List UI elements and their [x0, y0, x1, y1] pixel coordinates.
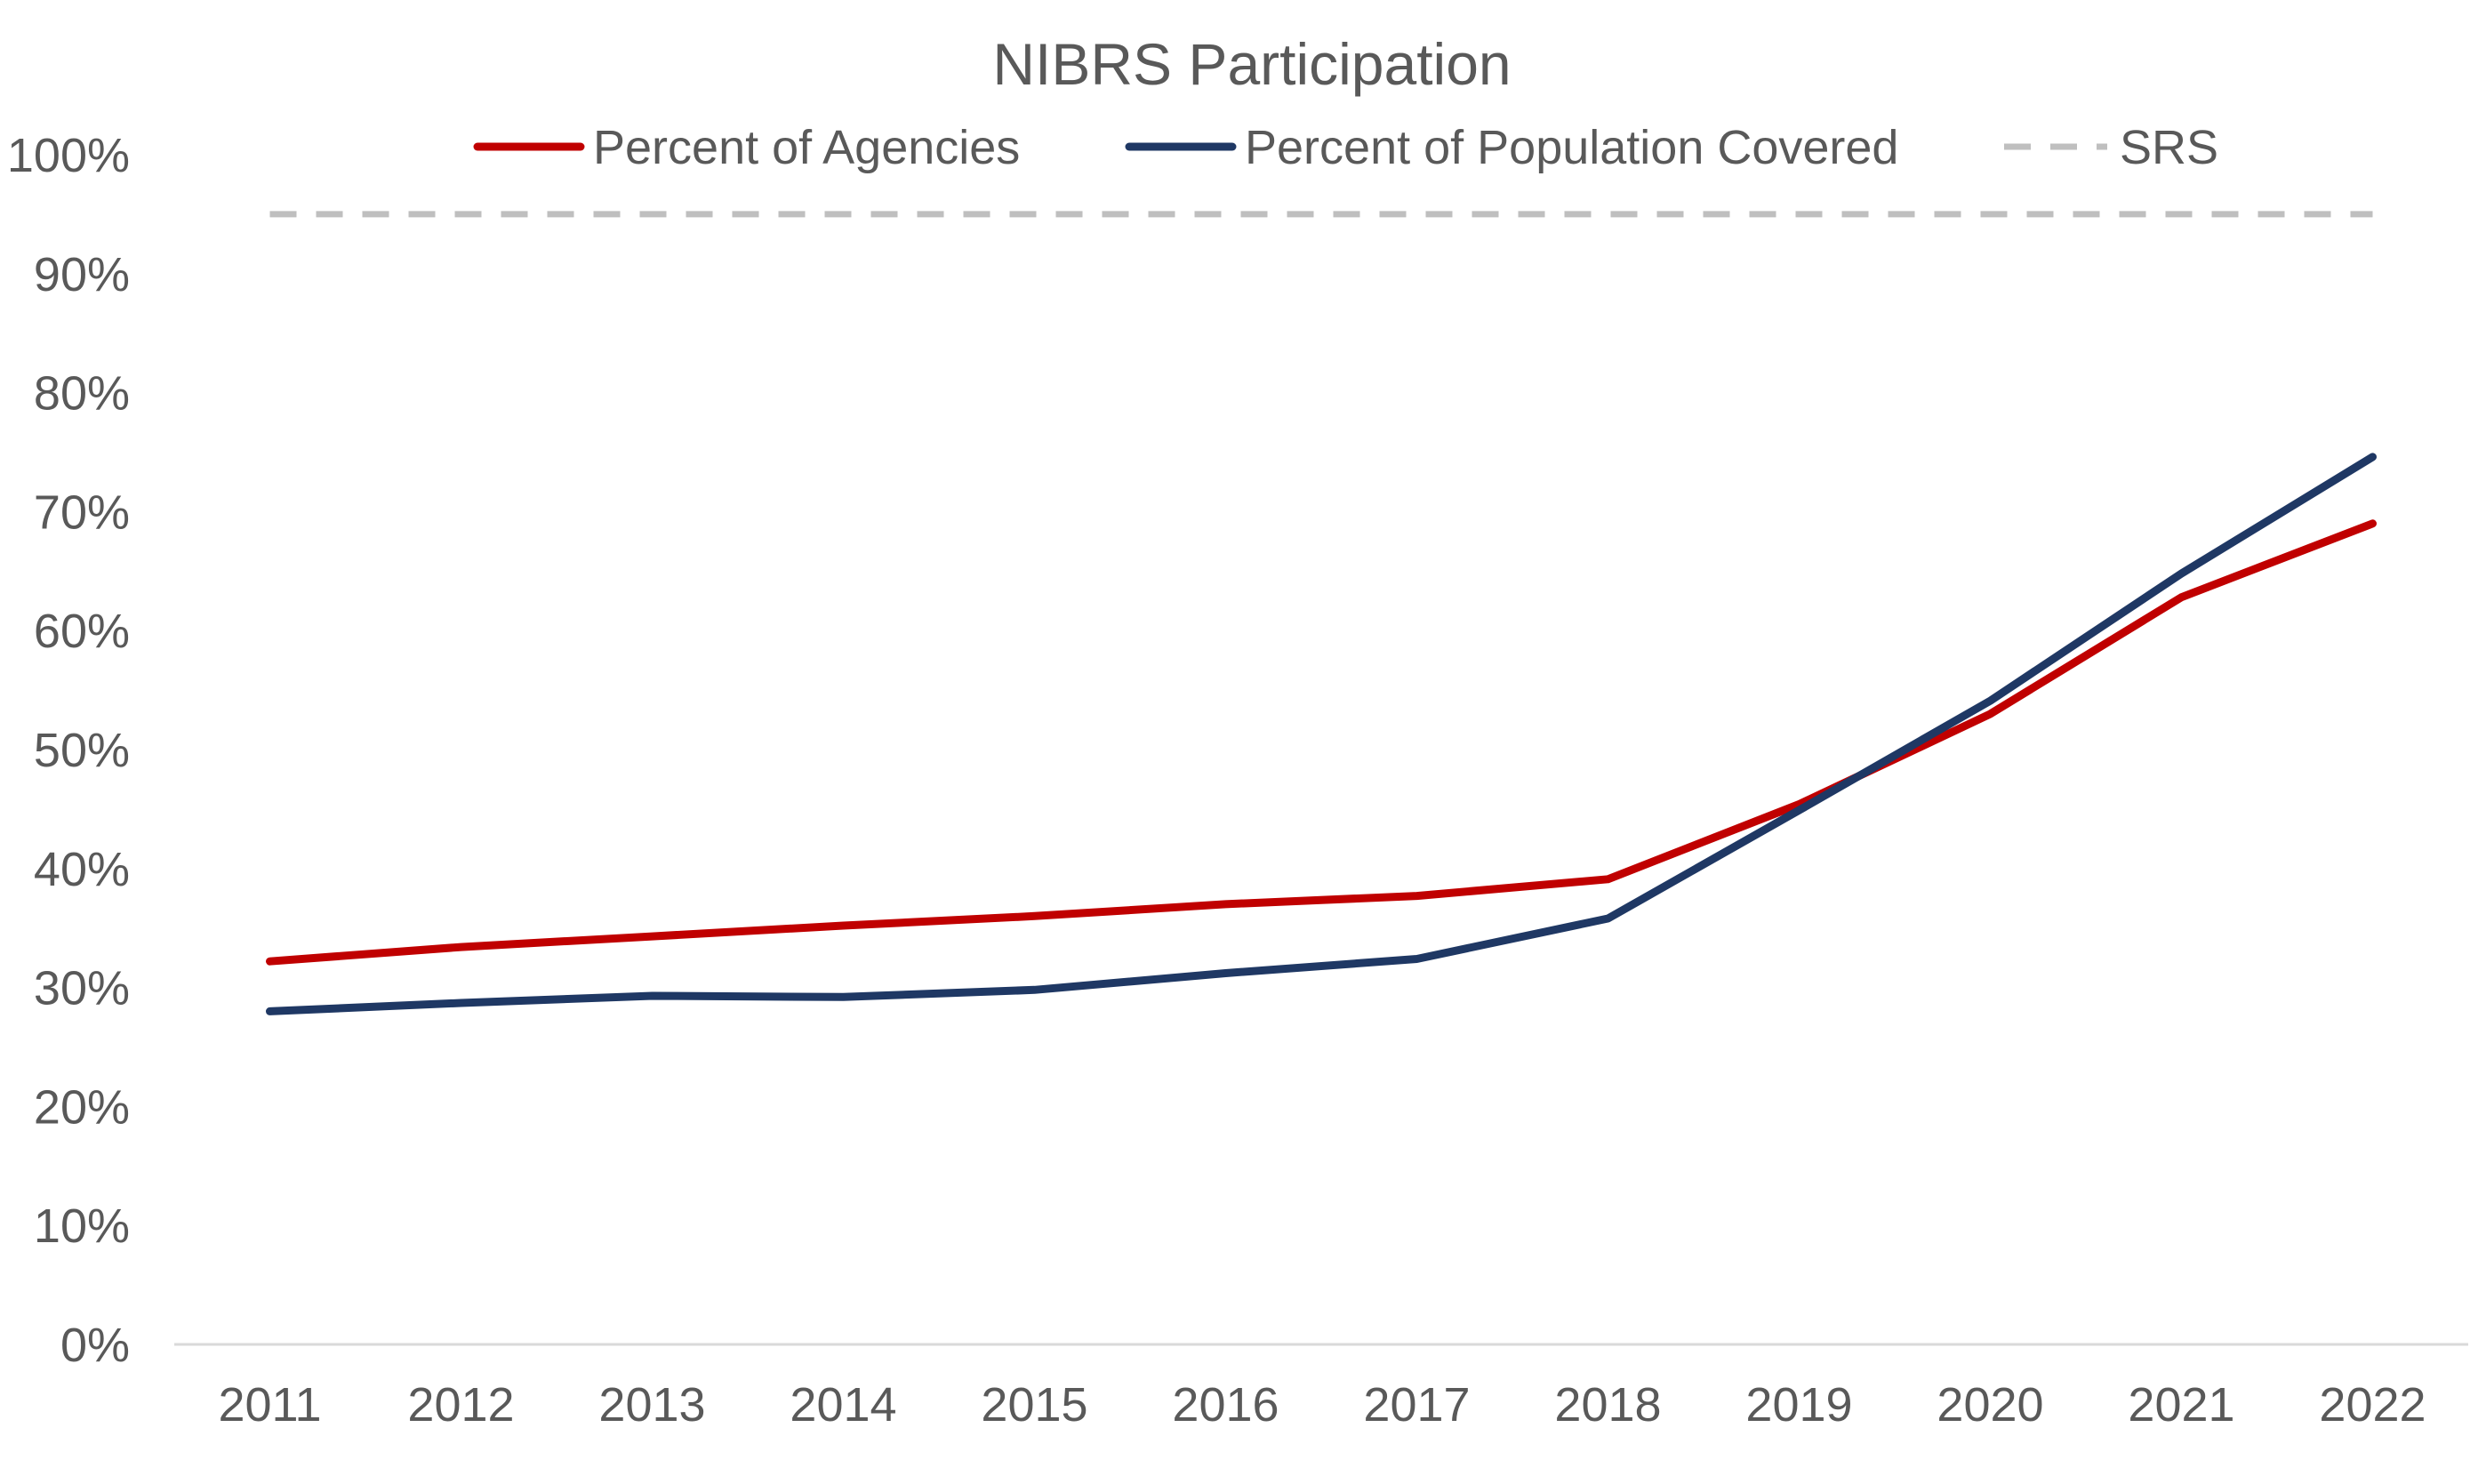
x-tick-label: 2017	[1363, 1378, 1470, 1432]
x-axis: 2011 2012 2013 2014 2015 2016 2017 2018 2019 2020…	[174, 1343, 2468, 1432]
y-tick-label: 30%	[34, 962, 130, 1015]
legend-label: Percent of Agencies	[593, 121, 1020, 174]
chart-title: NIBRS Participation	[992, 31, 1511, 97]
y-tick-label: 60%	[34, 605, 130, 658]
x-tick-label: 2021	[2128, 1378, 2234, 1432]
y-tick-label: 80%	[34, 367, 130, 421]
series-line-percent-of-population-covered	[266, 453, 2377, 1015]
legend-label: SRS	[2120, 121, 2218, 174]
y-tick-label: 70%	[34, 485, 130, 539]
legend-item: SRS	[2004, 121, 2218, 174]
y-tick-label: 100%	[7, 129, 130, 182]
y-tick-label: 0%	[60, 1319, 130, 1372]
x-tick-label: 2012	[407, 1378, 514, 1432]
y-tick-label: 10%	[34, 1199, 130, 1253]
x-tick-label: 2015	[981, 1378, 1087, 1432]
x-tick-label: 2022	[2319, 1378, 2426, 1432]
y-axis: 0% 10% 20% 30% 40% 50% 60% 70% 80% 90% 100%	[7, 129, 130, 1372]
x-tick-label: 2011	[218, 1378, 321, 1432]
x-tick-label: 2018	[1554, 1378, 1661, 1432]
legend-item: Percent of Population Covered	[1125, 121, 1898, 174]
y-tick-label: 90%	[34, 248, 130, 301]
series-line-percent-of-agencies	[266, 519, 2377, 966]
x-tick-label: 2013	[598, 1378, 705, 1432]
y-tick-label: 40%	[34, 843, 130, 896]
x-tick-label: 2019	[1745, 1378, 1852, 1432]
series-layer	[266, 211, 2377, 1015]
legend-item: Percent of Agencies	[473, 121, 1020, 174]
legend-label: Percent of Population Covered	[1245, 121, 1898, 174]
y-tick-label: 50%	[34, 724, 130, 777]
x-tick-label: 2020	[1937, 1378, 2043, 1432]
x-tick-label: 2014	[790, 1378, 896, 1432]
y-tick-label: 20%	[34, 1080, 130, 1134]
x-tick-label: 2016	[1172, 1378, 1279, 1432]
legend: Percent of Agencies Percent of Population…	[473, 121, 2218, 174]
